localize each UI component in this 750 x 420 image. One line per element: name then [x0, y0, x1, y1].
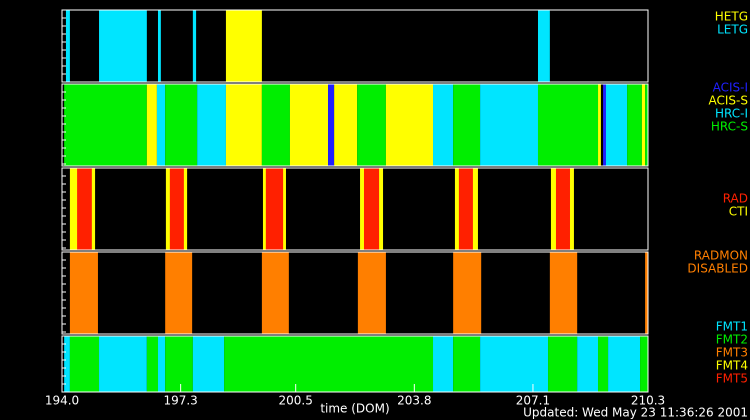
state-segment — [645, 84, 648, 166]
state-segment — [363, 168, 380, 250]
legend-label: CTI — [729, 205, 748, 219]
panel-frame — [61, 251, 649, 335]
state-segment — [224, 336, 434, 392]
legend-label: FMT4 — [716, 359, 748, 373]
state-segment — [480, 336, 549, 392]
state-segment — [157, 10, 161, 82]
state-segment — [197, 84, 226, 166]
state-segment — [169, 168, 184, 250]
x-tick-label: 210.3 — [631, 394, 665, 408]
state-segment — [627, 84, 642, 166]
state-segment — [641, 84, 646, 166]
legend-label: DISABLED — [687, 262, 748, 276]
state-segment — [265, 168, 284, 250]
panel-frame — [61, 167, 649, 251]
state-segment — [165, 336, 193, 392]
state-segment — [537, 10, 550, 82]
state-segment — [458, 168, 473, 250]
state-segment — [328, 84, 335, 166]
state-segment — [65, 10, 70, 82]
state-segment — [64, 336, 70, 392]
panel-frame — [61, 83, 649, 167]
x-axis-label: time (DOM) — [320, 402, 389, 416]
state-segment — [598, 336, 609, 392]
legend-label: ACIS-I — [713, 81, 748, 95]
legend-label: HETG — [715, 10, 748, 24]
panel-frame — [61, 9, 649, 83]
state-segment — [480, 84, 538, 166]
state-segment — [357, 252, 386, 334]
state-segment — [192, 10, 197, 82]
state-segment — [69, 252, 98, 334]
state-segment — [645, 252, 648, 334]
legend-label: HRC-I — [715, 107, 748, 121]
state-segment — [225, 10, 262, 82]
legend-label: RAD — [723, 192, 748, 206]
state-segment — [69, 336, 100, 392]
state-segment — [548, 336, 578, 392]
state-segment — [555, 168, 570, 250]
state-segment — [603, 84, 606, 166]
panel-frame — [61, 335, 649, 393]
legend-label: ACIS-S — [709, 94, 748, 108]
legend-label: LETG — [717, 23, 748, 37]
state-segment — [605, 84, 628, 166]
state-segment — [165, 252, 193, 334]
state-segment — [192, 336, 225, 392]
state-segment — [433, 84, 454, 166]
state-segment — [357, 84, 386, 166]
state-segment — [165, 84, 198, 166]
legend-label: HRC-S — [711, 120, 748, 134]
state-segment — [598, 84, 601, 166]
state-segment — [156, 84, 166, 166]
state-segment — [157, 336, 166, 392]
footer: Updated: Wed May 23 11:36:26 2001 — [523, 406, 748, 420]
state-segment — [577, 336, 599, 392]
x-tick-label: 194.0 — [45, 394, 79, 408]
legend-label: FMT2 — [716, 333, 748, 347]
state-segment — [289, 84, 329, 166]
state-segment — [146, 84, 157, 166]
legend-label: FMT1 — [716, 320, 748, 334]
legend-label: RADMON — [694, 249, 748, 263]
x-tick-label: 197.3 — [163, 394, 197, 408]
state-segment — [146, 336, 158, 392]
legend-label: FMT5 — [716, 372, 748, 386]
state-segment — [433, 336, 454, 392]
legend-label: FMT3 — [716, 346, 748, 360]
state-segment — [640, 336, 648, 392]
state-segment — [537, 84, 599, 166]
state-segment — [453, 252, 482, 334]
state-segment — [77, 168, 92, 250]
state-segment — [64, 84, 147, 166]
x-tick-label: 200.5 — [279, 394, 313, 408]
state-segment — [334, 84, 358, 166]
state-segment — [261, 252, 289, 334]
state-segment — [99, 336, 147, 392]
state-segment — [261, 84, 290, 166]
x-tick-label: 207.1 — [516, 394, 550, 408]
state-segment — [453, 84, 481, 166]
state-segment — [608, 336, 641, 392]
state-segment — [225, 84, 262, 166]
state-segment — [99, 10, 147, 82]
state-segment — [549, 252, 578, 334]
x-tick-label: 203.8 — [397, 394, 431, 408]
state-segment — [385, 84, 434, 166]
state-segment — [453, 336, 481, 392]
